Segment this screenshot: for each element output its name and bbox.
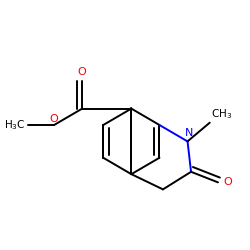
Text: O: O bbox=[78, 67, 86, 77]
Text: H$_3$C: H$_3$C bbox=[4, 118, 26, 132]
Text: O: O bbox=[224, 177, 232, 187]
Text: CH$_3$: CH$_3$ bbox=[211, 108, 232, 122]
Text: O: O bbox=[50, 114, 58, 124]
Text: N: N bbox=[184, 128, 193, 138]
